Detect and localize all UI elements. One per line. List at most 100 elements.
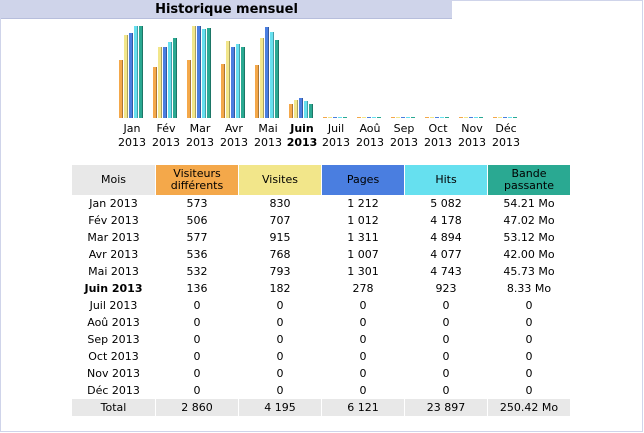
- axis-label-month: Aoû: [359, 122, 380, 135]
- cell-visits: 0: [276, 384, 284, 397]
- cell-bandwidth: 0: [525, 367, 533, 380]
- axis-label-year: 2013: [458, 136, 486, 149]
- bar-2-11: [503, 117, 507, 118]
- cell-visitors: 573: [186, 197, 208, 210]
- bar-1-3: [226, 41, 230, 118]
- cell-pages: 1 301: [347, 265, 379, 278]
- bar-2-0: [129, 33, 133, 118]
- cell-hits: 0: [442, 333, 450, 346]
- cell-month: Déc 2013: [87, 384, 140, 397]
- header-visitors: Visiteurs différents: [156, 165, 238, 195]
- cell-pages: 0: [359, 367, 367, 380]
- bar-3-9: [440, 117, 444, 118]
- cell-month: Sep 2013: [87, 333, 140, 346]
- axis-label-month: Déc: [495, 122, 516, 135]
- bar-1-5: [294, 100, 298, 118]
- cell-hits: 0: [442, 299, 450, 312]
- bar-1-9: [430, 117, 434, 118]
- cell-month: Juil 2013: [89, 299, 138, 312]
- cell-pages: 1 012: [347, 214, 379, 227]
- bar-4-4: [275, 40, 279, 118]
- table-row: Juin 2013 136 182 278 923 8.33 Mo: [72, 280, 570, 297]
- bar-1-11: [498, 117, 502, 118]
- bar-0-9: [425, 117, 429, 118]
- bar-4-10: [479, 117, 483, 118]
- cell-visits: 0: [276, 316, 284, 329]
- header-pages: Pages: [322, 165, 404, 195]
- header-visits: Visites: [239, 165, 321, 195]
- bar-3-1: [168, 42, 172, 118]
- cell-hits: 0: [442, 350, 450, 363]
- cell-visits: 830: [269, 197, 291, 210]
- cell-total-hits: 23 897: [405, 399, 487, 416]
- bar-4-3: [241, 47, 245, 118]
- header-hits: Hits: [405, 165, 487, 195]
- cell-hits: 0: [442, 384, 450, 397]
- cell-month: Juin 2013: [84, 282, 143, 295]
- table-row: Jan 2013 573 830 1 212 5 082 54.21 Mo: [72, 195, 570, 212]
- cell-visits: 0: [276, 333, 284, 346]
- axis-label-year: 2013: [424, 136, 452, 149]
- axis-label-year: 2013: [152, 136, 180, 149]
- bar-2-7: [367, 117, 371, 118]
- bar-4-11: [513, 117, 517, 118]
- cell-pages: 1 007: [347, 248, 379, 261]
- cell-total-visitors: 2 860: [156, 399, 238, 416]
- bar-4-1: [173, 38, 177, 118]
- cell-hits: 4 743: [430, 265, 462, 278]
- cell-bandwidth: 0: [525, 384, 533, 397]
- cell-visitors: 0: [193, 299, 201, 312]
- axis-label-month: Mar: [190, 122, 211, 135]
- axis-label-year: 2013: [220, 136, 248, 149]
- cell-hits: 923: [435, 282, 457, 295]
- cell-visitors: 0: [193, 367, 201, 380]
- cell-visitors: 136: [186, 282, 208, 295]
- bar-3-4: [270, 32, 274, 118]
- cell-total-pages: 6 121: [322, 399, 404, 416]
- bar-2-4: [265, 27, 269, 118]
- cell-bandwidth: 45.73 Mo: [503, 265, 555, 278]
- cell-pages: 0: [359, 316, 367, 329]
- bar-3-11: [508, 117, 512, 118]
- cell-total-bandwidth: 250.42 Mo: [488, 399, 570, 416]
- axis-label-year: 2013: [254, 136, 282, 149]
- bar-2-1: [163, 47, 167, 118]
- bar-3-10: [474, 117, 478, 118]
- bar-1-1: [158, 47, 162, 118]
- bar-4-9: [445, 117, 449, 118]
- table-row: Juil 2013 0 0 0 0 0: [72, 297, 570, 314]
- bar-2-3: [231, 47, 235, 118]
- bar-2-8: [401, 117, 405, 118]
- cell-visitors: 0: [193, 384, 201, 397]
- cell-hits: 4 894: [430, 231, 462, 244]
- cell-bandwidth: 0: [525, 299, 533, 312]
- bar-4-7: [377, 117, 381, 118]
- cell-month: Fév 2013: [88, 214, 139, 227]
- cell-month: Nov 2013: [87, 367, 140, 380]
- bar-3-5: [304, 101, 308, 118]
- bar-0-4: [255, 65, 259, 118]
- cell-pages: 0: [359, 384, 367, 397]
- bar-0-2: [187, 60, 191, 118]
- axis-label-month: Mai: [258, 122, 277, 135]
- bar-0-6: [323, 117, 327, 118]
- cell-visits: 0: [276, 299, 284, 312]
- bar-2-9: [435, 117, 439, 118]
- axis-label-month: Jan: [123, 122, 141, 135]
- axis-label-year: 2013: [356, 136, 384, 149]
- bar-1-2: [192, 26, 196, 118]
- cell-visits: 768: [269, 248, 291, 261]
- table-row: Fév 2013 506 707 1 012 4 178 47.02 Mo: [72, 212, 570, 229]
- bar-0-5: [289, 104, 293, 118]
- cell-pages: 0: [359, 333, 367, 346]
- bar-4-6: [343, 117, 347, 118]
- cell-bandwidth: 53.12 Mo: [503, 231, 555, 244]
- cell-visits: 0: [276, 367, 284, 380]
- bar-4-8: [411, 117, 415, 118]
- axis-label-month: Juil: [327, 122, 344, 135]
- cell-hits: 0: [442, 367, 450, 380]
- table-row: Nov 2013 0 0 0 0 0: [72, 365, 570, 382]
- bar-4-0: [139, 26, 143, 118]
- bar-2-10: [469, 117, 473, 118]
